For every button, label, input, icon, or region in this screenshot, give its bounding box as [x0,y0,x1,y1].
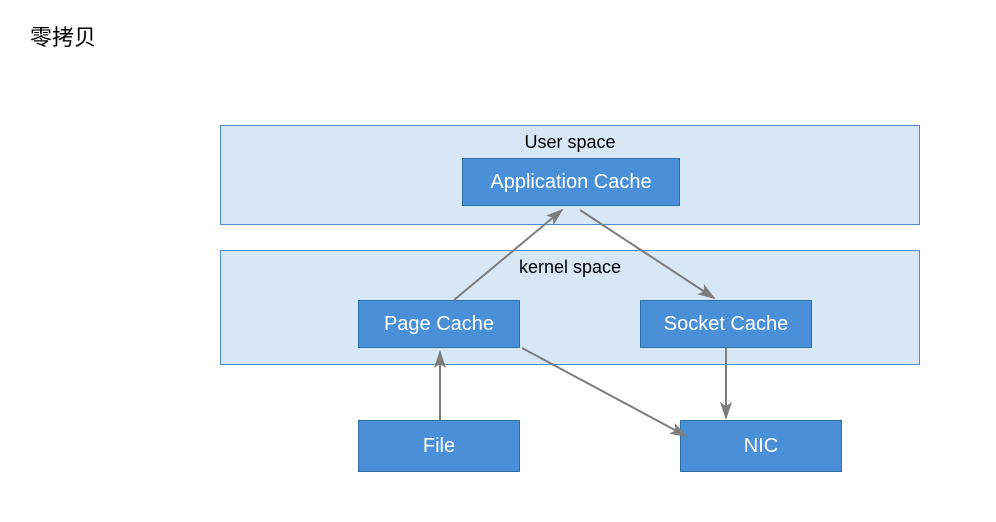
nic-label: NIC [744,435,778,458]
user-space-label: User space [510,132,630,153]
file-label: File [423,435,455,458]
socket-cache-node: Socket Cache [640,300,812,348]
page-cache-node: Page Cache [358,300,520,348]
page-cache-label: Page Cache [384,313,494,336]
socket-cache-label: Socket Cache [664,313,789,336]
nic-node: NIC [680,420,842,472]
diagram-canvas: { "title": { "text": "零拷贝", "x": 30, "y"… [0,0,996,522]
diagram-title: 零拷贝 [30,20,96,52]
application-cache-node: Application Cache [462,158,680,206]
application-cache-label: Application Cache [490,171,651,194]
file-node: File [358,420,520,472]
kernel-space-label: kernel space [510,257,630,278]
